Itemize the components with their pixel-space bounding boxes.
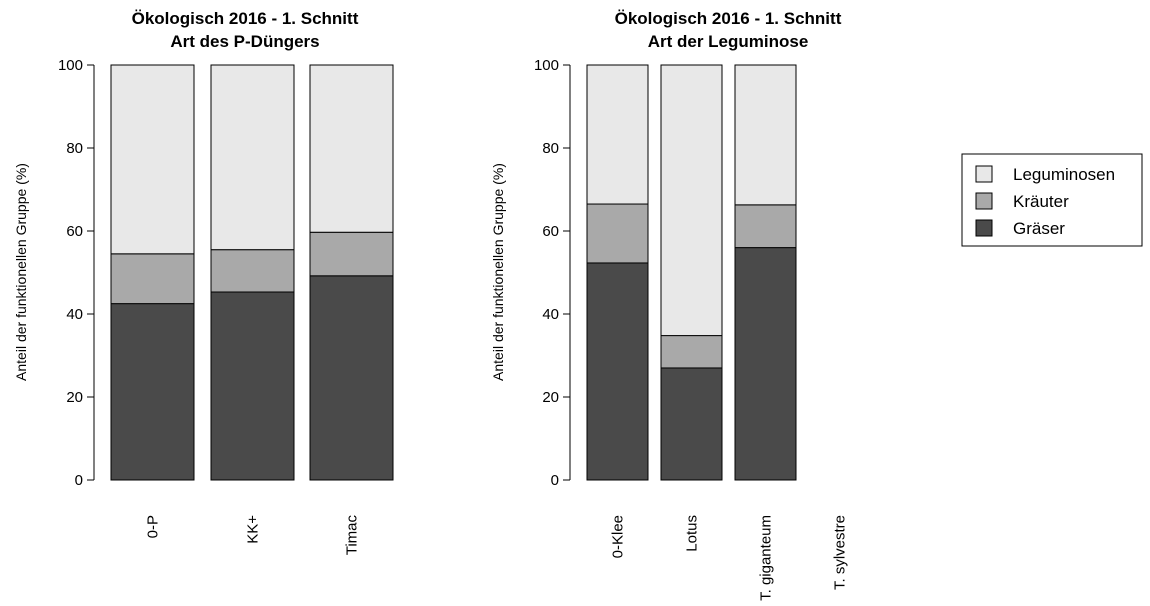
y-tick-label: 0 <box>551 472 559 489</box>
chart-panel-legume-type: Ökologisch 2016 - 1. Schnitt Art der Leg… <box>490 9 849 601</box>
chart-panel-phosphate-fertilizer: Ökologisch 2016 - 1. Schnitt Art des P-D… <box>13 9 394 556</box>
y-tick-label: 60 <box>542 223 559 240</box>
y-tick-label: 20 <box>66 389 83 406</box>
y-tick-label: 20 <box>542 389 559 406</box>
chart-subtitle: Art der Leguminose <box>648 32 809 51</box>
legend-swatch <box>975 219 993 237</box>
y-tick-label: 100 <box>534 57 559 74</box>
bar-segment-leguminosen-1 <box>660 64 723 337</box>
x-category-label: Lotus <box>684 515 701 552</box>
bar-segment-grser-2 <box>734 247 797 481</box>
y-tick-label: 80 <box>542 140 559 157</box>
legend-swatch <box>975 165 993 183</box>
y-tick-label: 0 <box>75 472 83 489</box>
legend: Leguminosen Kräuter Gräser <box>961 153 1143 247</box>
x-category-label: Timac <box>344 515 361 556</box>
x-category-label: T. sylvestre <box>832 515 849 590</box>
bar-segment-kruter-0 <box>110 253 195 305</box>
legend-label: Leguminosen <box>1013 165 1115 184</box>
bar-segment-grser-2 <box>309 275 394 481</box>
bar-segment-leguminosen-2 <box>734 64 797 206</box>
x-category-label: 0-P <box>145 515 162 538</box>
y-tick-label: 40 <box>66 306 83 323</box>
bar-segment-leguminosen-2 <box>309 64 394 233</box>
bar-segment-leguminosen-0 <box>110 64 195 255</box>
legend-label: Kräuter <box>1013 192 1069 211</box>
y-tick-label: 60 <box>66 223 83 240</box>
y-axis-label: Anteil der funktionellen Gruppe (%) <box>490 163 506 381</box>
bar-segment-kruter-1 <box>210 249 295 293</box>
y-tick-label: 80 <box>66 140 83 157</box>
bar-segment-kruter-2 <box>309 231 394 277</box>
chart-subtitle: Art des P-Düngers <box>170 32 319 51</box>
y-tick-label: 100 <box>58 57 83 74</box>
y-axis-label: Anteil der funktionellen Gruppe (%) <box>13 163 29 381</box>
bar-segment-kruter-0 <box>586 203 649 264</box>
bar-segment-grser-1 <box>660 367 723 481</box>
bar-segment-kruter-1 <box>660 335 723 369</box>
bar-segment-leguminosen-0 <box>586 64 649 205</box>
bar-segment-leguminosen-1 <box>210 64 295 251</box>
x-category-label: T. giganteum <box>758 515 775 601</box>
bar-segment-grser-1 <box>210 291 295 481</box>
bar-segment-grser-0 <box>110 303 195 481</box>
bar-segment-grser-0 <box>586 262 649 481</box>
legend-label: Gräser <box>1013 219 1065 238</box>
x-category-label: 0-Klee <box>610 515 627 558</box>
chart-title: Ökologisch 2016 - 1. Schnitt <box>132 9 359 28</box>
x-category-label: KK+ <box>245 515 262 544</box>
chart-title: Ökologisch 2016 - 1. Schnitt <box>615 9 842 28</box>
bar-segment-kruter-2 <box>734 204 797 249</box>
y-tick-label: 40 <box>542 306 559 323</box>
legend-swatch <box>975 192 993 210</box>
